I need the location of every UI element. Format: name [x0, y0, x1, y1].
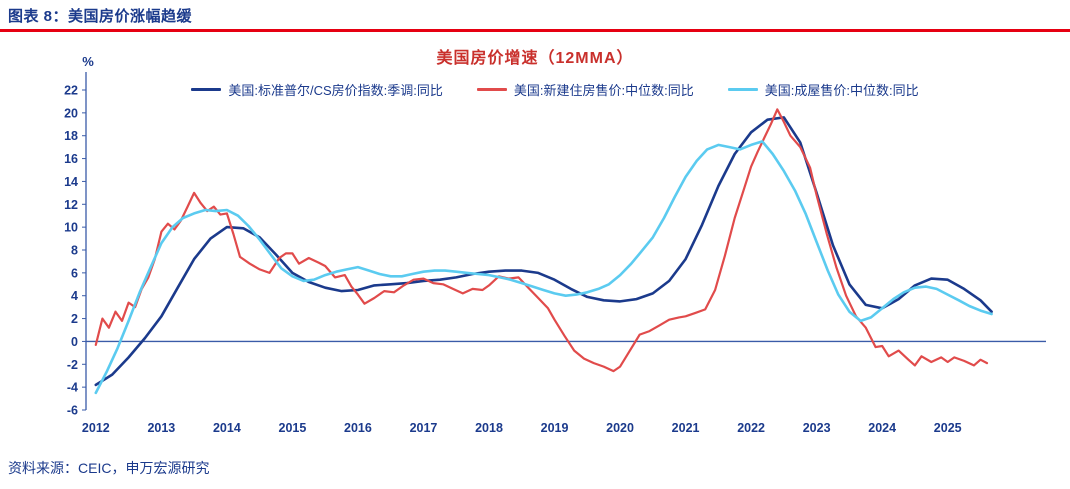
x-tick-label: 2016	[344, 421, 372, 435]
y-tick-label: 4	[71, 289, 78, 303]
header-divider	[0, 29, 1070, 32]
x-tick-label: 2012	[82, 421, 110, 435]
x-tick-label: 2022	[737, 421, 765, 435]
x-tick-label: 2019	[541, 421, 569, 435]
legend-line-swatch	[191, 88, 222, 91]
line-chart: 美国房价增速（12MMA） 美国:标准普尔/CS房价指数:季调:同比 美国:新建住…	[0, 32, 1070, 444]
y-tick-label: 22	[64, 84, 78, 98]
legend-item-existing-home-median: 美国:成屋售价:中位数:同比	[727, 80, 919, 99]
series-line-new-home-median	[94, 108, 989, 373]
x-tick-label: 2025	[934, 421, 962, 435]
x-tick-label: 2014	[213, 421, 241, 435]
legend-label: 美国:新建住房售价:中位数:同比	[513, 83, 694, 98]
y-unit-label: %	[82, 54, 94, 69]
y-tick-label: 8	[71, 244, 78, 258]
legend-item-new-home-median: 美国:新建住房售价:中位数:同比	[476, 80, 694, 99]
series-line-sp-cs-hpi	[94, 116, 993, 387]
x-tick-label: 2013	[147, 421, 175, 435]
legend-label: 美国:标准普尔/CS房价指数:季调:同比	[228, 83, 443, 98]
legend-line-swatch	[476, 88, 507, 91]
y-tick-label: 2	[71, 312, 78, 326]
source-note: 资料来源：CEIC，申万宏源研究	[8, 460, 210, 476]
x-tick-label: 2024	[868, 421, 896, 435]
figure-footer: 资料来源：CEIC，申万宏源研究	[0, 444, 1070, 478]
chart-title: 美国房价增速（12MMA）	[436, 50, 634, 67]
y-tick-label: -6	[67, 404, 78, 418]
y-tick-label: 20	[64, 106, 78, 120]
y-tick-label: 10	[64, 221, 78, 235]
legend-item-sp-cs-hpi: 美国:标准普尔/CS房价指数:季调:同比	[191, 80, 443, 99]
y-tick-label: -2	[67, 358, 78, 372]
chart-legend: 美国:标准普尔/CS房价指数:季调:同比 美国:新建住房售价:中位数:同比 美国:成…	[60, 80, 1050, 99]
y-tick-label: 18	[64, 129, 78, 143]
y-tick-label: 12	[64, 198, 78, 212]
y-tick-label: 6	[71, 266, 78, 280]
series-line-existing-home-median	[94, 140, 993, 395]
x-tick-label: 2018	[475, 421, 503, 435]
x-tick-label: 2020	[606, 421, 634, 435]
figure-header: 图表 8：美国房价涨幅趋缓	[0, 0, 1070, 29]
y-tick-label: 14	[64, 175, 78, 189]
x-tick-label: 2021	[672, 421, 700, 435]
y-tick-label: 16	[64, 152, 78, 166]
figure-title: 图表 8：美国房价涨幅趋缓	[8, 8, 193, 25]
legend-label: 美国:成屋售价:中位数:同比	[764, 83, 919, 98]
y-tick-label: -4	[67, 381, 78, 395]
x-tick-label: 2023	[803, 421, 831, 435]
y-tick-label: 0	[71, 335, 78, 349]
x-tick-label: 2017	[410, 421, 438, 435]
x-tick-label: 2015	[279, 421, 307, 435]
legend-line-swatch	[727, 88, 758, 91]
